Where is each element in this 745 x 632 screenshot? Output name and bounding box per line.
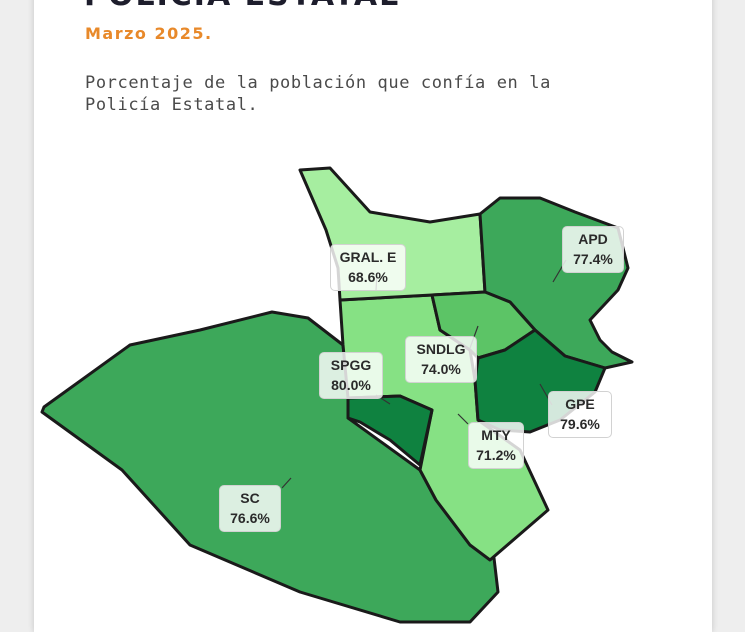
label-gpe: GPE 79.6% — [548, 391, 612, 438]
label-mty-code: MTY — [481, 427, 511, 443]
label-sc-code: SC — [240, 490, 260, 506]
label-gral-e: GRAL. E 68.6% — [330, 244, 406, 291]
label-sndlg: SNDLG 74.0% — [405, 336, 477, 383]
label-spgg-value: 80.0% — [331, 377, 371, 393]
label-gral-e-value: 68.6% — [348, 269, 388, 285]
map-subtitle: Porcentaje de la población que confía en… — [85, 73, 551, 115]
label-spgg-code: SPGG — [330, 357, 372, 373]
label-gral-e-code: GRAL. E — [339, 249, 397, 265]
region-spgg[interactable] — [346, 394, 434, 467]
label-gpe-code: GPE — [565, 396, 595, 412]
label-apd-value: 77.4% — [573, 251, 613, 267]
label-apd: APD 77.4% — [562, 226, 624, 273]
label-sc: SC 76.6% — [219, 485, 281, 532]
label-spgg: SPGG 80.0% — [319, 352, 383, 399]
label-apd-code: APD — [578, 231, 608, 247]
label-sndlg-code: SNDLG — [416, 341, 466, 357]
label-gpe-value: 79.6% — [560, 416, 600, 432]
label-sndlg-value: 74.0% — [421, 361, 461, 377]
leader-line — [457, 413, 469, 425]
page-title: POLICÍA ESTATAL — [84, 0, 400, 13]
leader-line — [281, 477, 292, 489]
label-sc-value: 76.6% — [230, 510, 270, 526]
label-mty-value: 71.2% — [476, 447, 516, 463]
label-mty: MTY 71.2% — [468, 422, 524, 469]
date-label: Marzo 2025. — [85, 24, 213, 43]
